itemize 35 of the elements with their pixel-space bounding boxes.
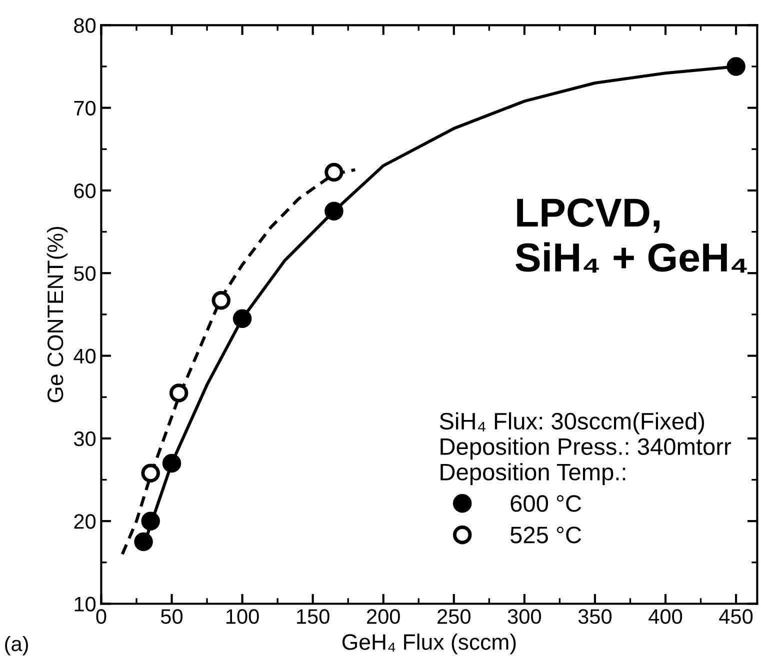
x-tick-label: 100 <box>226 609 259 624</box>
x-tick-label: 250 <box>438 609 470 624</box>
y-axis-title: Ge CONTENT(%) <box>46 226 68 402</box>
legend-title: SiH₄ Flux: 30sccm(Fixed) Deposition Press.: 340mtorr Deposition Temp.: <box>440 412 731 486</box>
y-tick-label: 30 <box>74 431 96 446</box>
legend-label: 600 °C <box>510 495 582 512</box>
x-tick-label: 300 <box>508 609 541 624</box>
y-tick-label: 40 <box>74 348 96 364</box>
point <box>324 202 344 221</box>
x-tick-label: 200 <box>367 609 400 624</box>
text: (a) <box>5 636 28 656</box>
point <box>169 384 188 402</box>
x-tick-label: 350 <box>578 609 612 624</box>
y-tick-label: 70 <box>74 100 96 116</box>
point <box>141 464 160 483</box>
point <box>212 291 230 310</box>
x-tick-label: 50 <box>160 609 183 624</box>
x-tick-label: 400 <box>648 609 682 624</box>
x-tick-label: 0 <box>96 609 106 624</box>
x-tick-label: 450 <box>719 609 753 624</box>
y-tick-label: 10 <box>74 596 96 612</box>
x-axis-title: GeH₄ Flux (sccm) <box>342 634 516 654</box>
point <box>726 57 746 76</box>
y-tick-label: 60 <box>74 183 96 198</box>
legend-label: 525 °C <box>510 526 582 544</box>
annotation: LPCVD, SiH₄ + GeH₄ <box>516 198 747 273</box>
y-tick-label: 50 <box>74 266 96 281</box>
point <box>162 454 182 473</box>
y-tick-label: 20 <box>74 514 96 529</box>
point <box>141 512 160 530</box>
point <box>134 532 153 552</box>
point <box>324 162 344 182</box>
x-tick-label: 150 <box>297 609 330 624</box>
point <box>232 309 252 328</box>
y-tick-label: 80 <box>74 18 96 33</box>
